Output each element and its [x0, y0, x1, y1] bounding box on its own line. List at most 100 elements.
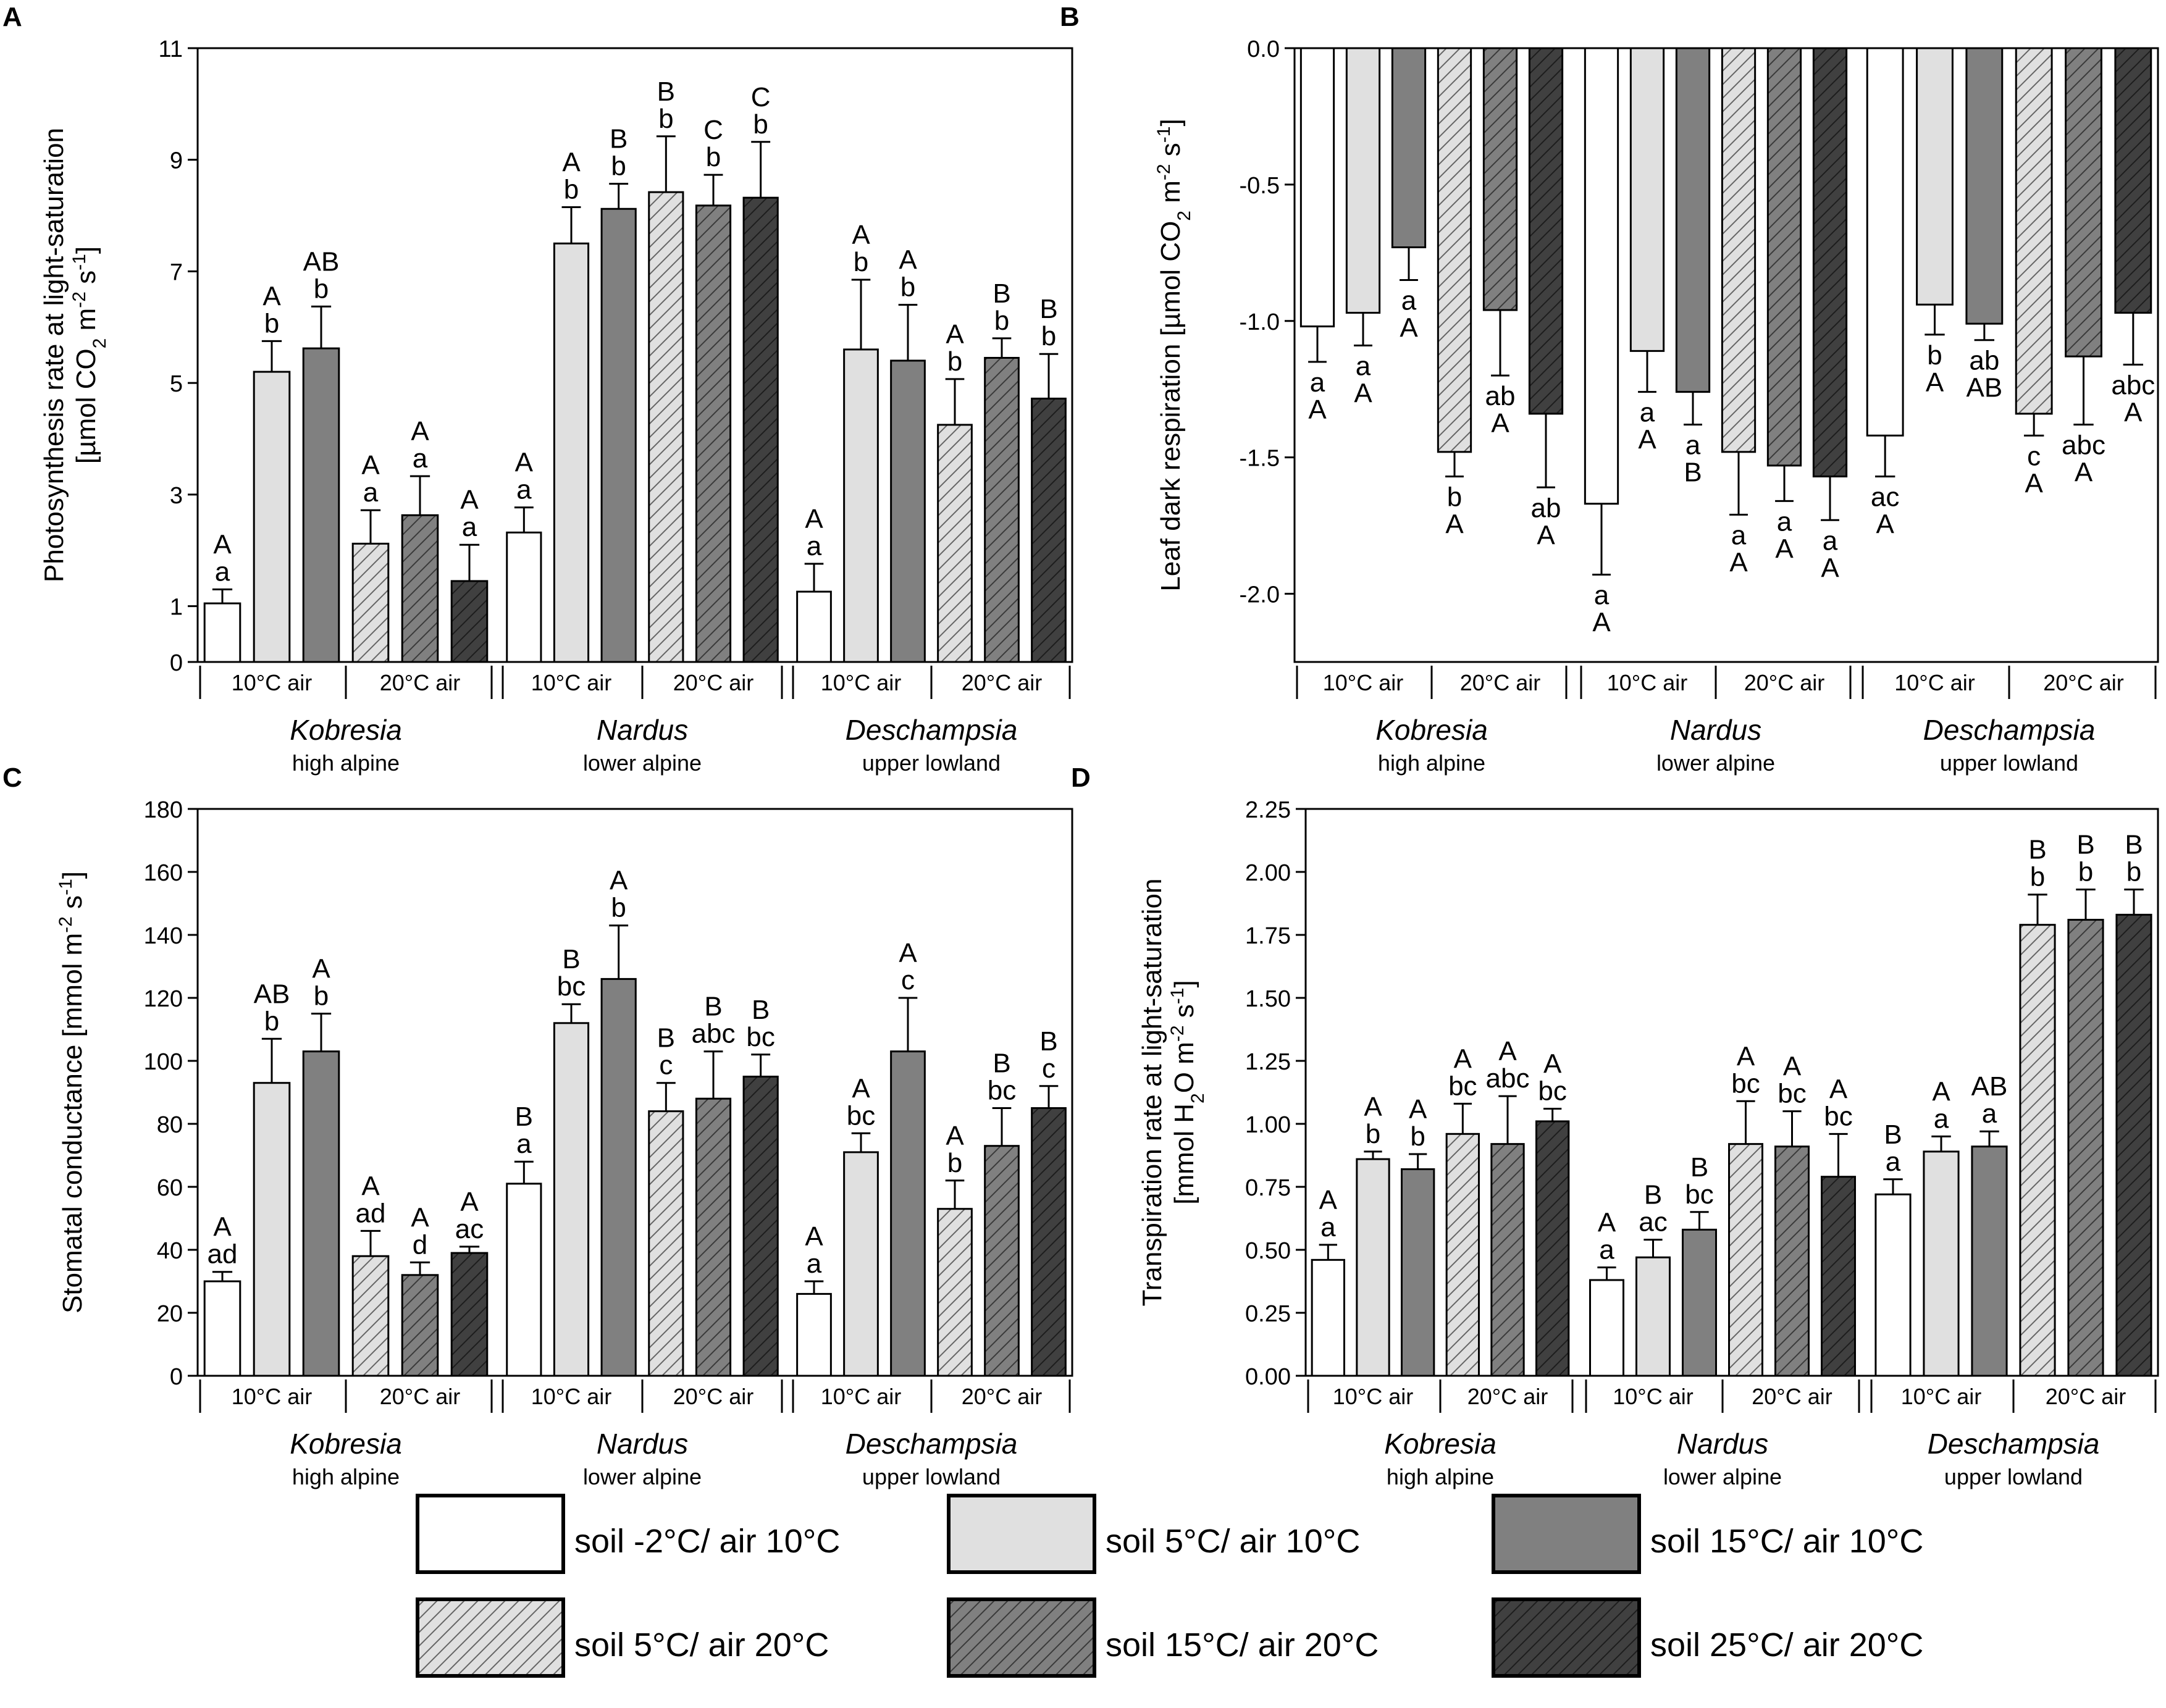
- sig-letter-lower: ac: [1639, 1207, 1667, 1237]
- legend-label: soil -2°C/ air 10°C: [574, 1523, 840, 1560]
- bar-kobresia-1: [203, 1280, 241, 1377]
- genus-label: Kobresia: [290, 714, 402, 746]
- sig-letter-lower: b: [1041, 321, 1056, 351]
- bar-nardus-1: [506, 1183, 542, 1377]
- sig-letter-lower: a: [516, 475, 532, 505]
- sig-letter-upper: B: [2028, 835, 2046, 865]
- sig-letter-upper: A: [1775, 534, 1794, 564]
- sig-letter-lower: ad: [356, 1198, 386, 1228]
- air-label: 10°C air: [821, 1384, 901, 1409]
- sig-letter-lower: abc: [2062, 430, 2105, 461]
- sig-letter-lower: b: [658, 104, 673, 134]
- bar-hatch: [1813, 48, 1847, 477]
- sig-letter-lower: a: [1310, 367, 1325, 398]
- bar-hatch: [938, 1208, 972, 1376]
- sig-letter-upper: C: [703, 115, 723, 145]
- sig-letter-lower: a: [1823, 525, 1838, 556]
- bar-deschampsia-3: [890, 359, 926, 663]
- sig-letter-upper: A: [1498, 1036, 1517, 1066]
- sig-letter-upper: AB: [254, 979, 290, 1009]
- sig-letter-upper: B: [704, 992, 722, 1022]
- legend-label: soil 15°C/ air 20°C: [1106, 1626, 1379, 1664]
- sig-letter-upper: A: [515, 448, 534, 478]
- genus-label: Deschampsia: [846, 714, 1018, 746]
- bar-hatch: [451, 1253, 487, 1376]
- y-axis-label: Stomatal conductance [mmol m-2 s-1]: [56, 871, 88, 1313]
- sig-letter-upper: AB: [1971, 1071, 2008, 1102]
- bar-kobresia-3: [1401, 1168, 1435, 1377]
- bar-nardus-3: [600, 207, 637, 663]
- bar-hatch: [353, 543, 388, 662]
- sig-letter-lower: ab: [1531, 493, 1561, 523]
- sig-letter-lower: b: [900, 272, 915, 303]
- sig-letter-lower: bc: [847, 1100, 875, 1131]
- y-tick-label: 160: [144, 860, 183, 886]
- sig-letter-upper: A: [1400, 313, 1418, 343]
- sig-letter-upper: A: [2025, 468, 2043, 498]
- bar-nardus-1: [506, 531, 542, 663]
- sig-letter-upper: A: [852, 1073, 870, 1103]
- sig-letter-upper: A: [1821, 553, 1839, 583]
- sig-letter-lower: b: [994, 306, 1009, 336]
- panels: A 0 1 3 5 7 9 11 Photosynthesis rate at light-sa…: [2, 2, 2159, 1489]
- sig-letter-lower: b: [2078, 857, 2093, 887]
- sig-letter-lower: a: [1886, 1147, 1901, 1177]
- sig-letter-lower: b: [314, 274, 329, 304]
- bar-deschampsia-2: [843, 1151, 879, 1377]
- sig-letter-upper: A: [899, 938, 917, 968]
- sig-letter-lower: c: [2027, 441, 2041, 471]
- bar-hatch: [1775, 1146, 1809, 1376]
- sig-letter-upper: B: [2125, 830, 2143, 860]
- panel-b: B 0.0 -0.5 -1.0 -1.5 -2.0 Leaf dark respiratio…: [1060, 2, 2159, 776]
- sig-letter-upper: A: [1445, 509, 1464, 540]
- legend-swatch: [416, 1494, 565, 1574]
- sig-letter-lower: a: [1685, 430, 1701, 461]
- bar-kobresia-2: [1356, 1158, 1390, 1377]
- bar-nardus-3: [1675, 47, 1711, 393]
- sig-letter-upper: A: [610, 866, 628, 896]
- air-label: 10°C air: [232, 670, 312, 695]
- y-tick-label: 9: [170, 148, 183, 174]
- sig-letter-lower: a: [1401, 286, 1417, 316]
- panel-c: C 0 20 40 60 80 100 120 140 160 180 Stomatal conduc…: [2, 763, 1073, 1489]
- air-label: 20°C air: [962, 1384, 1042, 1409]
- sig-letter-upper: A: [213, 1212, 232, 1242]
- y-tick-label: 0: [170, 650, 183, 676]
- y-tick-label: 3: [170, 483, 183, 509]
- air-label: 10°C air: [232, 1384, 312, 1409]
- sig-letter-lower: ac: [455, 1214, 484, 1244]
- legend-label: soil 15°C/ air 10°C: [1650, 1523, 1923, 1560]
- bar-nardus-2: [1629, 47, 1665, 352]
- sig-letter-lower: b: [314, 981, 329, 1011]
- bar-kobresia-1: [1311, 1258, 1345, 1377]
- bar-hatch: [2020, 924, 2055, 1376]
- air-label: 10°C air: [531, 670, 611, 695]
- y-tick-label: 1.50: [1245, 986, 1291, 1012]
- sig-letter-upper: A: [946, 1121, 964, 1151]
- sig-letter-upper: A: [2075, 458, 2093, 488]
- bar-deschampsia-2: [1923, 1150, 1960, 1377]
- y-tick-label: 60: [157, 1175, 183, 1201]
- sig-letter-lower: ad: [208, 1239, 238, 1270]
- sig-letter-upper: A: [1543, 1049, 1562, 1079]
- sig-letter-lower: bc: [1824, 1101, 1852, 1131]
- sig-letter-lower: abc: [1486, 1063, 1530, 1094]
- bar-hatch: [2016, 48, 2052, 414]
- y-tick-label: 40: [157, 1238, 183, 1264]
- bar-deschampsia-3: [1971, 1145, 2008, 1377]
- bar-deschampsia-2: [843, 348, 879, 663]
- sig-letter-upper: A: [852, 220, 870, 250]
- bar-hatch: [1722, 48, 1755, 452]
- zone-label: high alpine: [1378, 750, 1485, 776]
- sig-letter-upper: A: [262, 281, 281, 311]
- y-tick-label: 1: [170, 595, 183, 621]
- bar-hatch: [984, 358, 1019, 662]
- sig-letter-lower: b: [706, 142, 721, 172]
- legend: soil -2°C/ air 10°C soil 5°C/ air 10°C soi…: [416, 1494, 1923, 1678]
- bar-nardus-3: [1682, 1228, 1717, 1377]
- sig-letter-lower: b: [854, 247, 868, 277]
- bar-hatch: [1491, 1144, 1524, 1376]
- sig-letter-lower: bc: [746, 1022, 774, 1052]
- y-tick-label: 20: [157, 1301, 183, 1327]
- y-tick-label: 2.25: [1245, 797, 1291, 823]
